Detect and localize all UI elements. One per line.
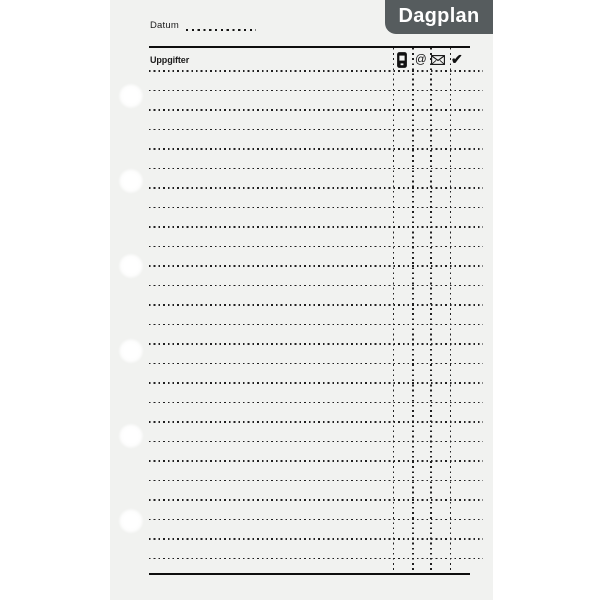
task-row-line xyxy=(149,167,483,170)
page-title: Dagplan xyxy=(398,5,480,27)
binder-hole xyxy=(118,338,144,364)
binder-hole xyxy=(118,83,144,109)
date-label: Datum xyxy=(150,20,179,31)
task-row-line xyxy=(149,284,483,287)
task-row-line xyxy=(149,89,483,92)
task-row-line xyxy=(149,421,483,423)
task-row-line xyxy=(149,401,483,404)
page-title-tab: Dagplan xyxy=(385,0,493,34)
column-divider xyxy=(392,48,395,574)
task-row-line xyxy=(149,70,483,72)
checkmark-icon: ✔ xyxy=(451,51,463,67)
binder-hole xyxy=(118,168,144,194)
task-row-line xyxy=(149,187,483,189)
task-row-line xyxy=(149,440,483,443)
task-row-line xyxy=(149,460,483,462)
task-row-line xyxy=(149,206,483,209)
binder-hole xyxy=(118,508,144,534)
date-fill-in-line xyxy=(186,29,256,32)
task-row-line xyxy=(149,265,483,267)
task-row-line xyxy=(149,128,483,131)
task-row-line xyxy=(149,518,483,521)
binder-hole xyxy=(118,423,144,449)
task-row-line xyxy=(149,499,483,501)
table-top-rule xyxy=(149,46,470,49)
task-row-line xyxy=(149,109,483,111)
binder-hole xyxy=(118,253,144,279)
task-row-line xyxy=(149,304,483,306)
column-divider xyxy=(412,48,414,574)
table-bottom-rule xyxy=(149,573,470,576)
column-divider xyxy=(430,48,432,574)
task-row-line xyxy=(149,382,483,384)
tasks-header-label: Uppgifter xyxy=(150,55,190,65)
at-icon: @ xyxy=(415,54,427,66)
task-row-line xyxy=(149,148,483,150)
task-row-line xyxy=(149,343,483,345)
task-row-line xyxy=(149,362,483,365)
task-row-line xyxy=(149,479,483,482)
task-row-line xyxy=(149,323,483,326)
task-row-line xyxy=(149,245,483,248)
mobile-phone-icon xyxy=(397,52,407,68)
task-row-line xyxy=(149,226,483,228)
task-row-line xyxy=(149,538,483,540)
column-divider xyxy=(449,48,452,574)
task-row-line xyxy=(149,557,483,560)
envelope-icon xyxy=(431,55,445,65)
